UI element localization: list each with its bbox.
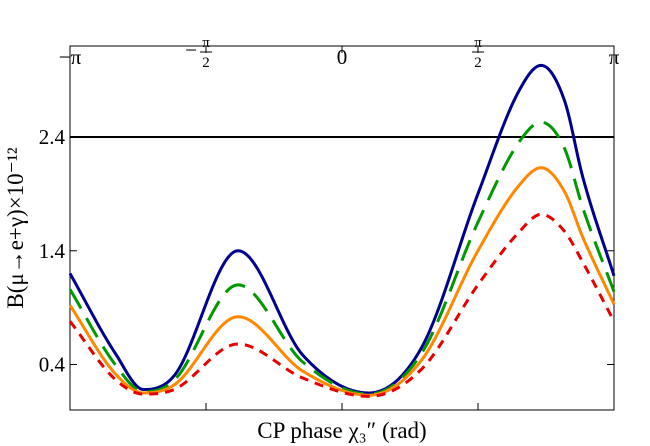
tick-labels: 0.41.42.4−π − π2 0π2 π [39, 35, 620, 377]
series-group [68, 63, 616, 398]
series-line-00008f [68, 63, 616, 395]
axis-ticks [69, 46, 615, 410]
series-line-ff8800 [68, 166, 616, 397]
x-tick-numerator: π [474, 35, 482, 51]
series-line-e60000 [68, 212, 616, 398]
x-tick-numerator: π [202, 35, 210, 51]
x-top-tick-label: −π [59, 45, 82, 69]
y-tick-label: 1.4 [39, 239, 66, 263]
x-top-tick-label: 0 [337, 45, 348, 69]
x-tick-denominator: 2 [474, 55, 482, 71]
y-tick-label: 0.4 [39, 353, 66, 377]
plot-frame [69, 45, 615, 411]
x-tick-minus-sign: − [185, 38, 197, 62]
y-axis-title: B(μ→e+γ)×10⁻¹² [3, 147, 28, 308]
x-axis-title: CP phase χ₃″ (rad) [257, 418, 426, 443]
x-top-tick-label: π [609, 45, 620, 69]
x-top-fraction-label: π2 [472, 35, 484, 71]
y-tick-label: 2.4 [39, 125, 66, 149]
x-top-fraction-label: − π 2 [185, 35, 212, 71]
x-tick-denominator: 2 [202, 55, 210, 71]
series-line-009900 [68, 120, 616, 396]
